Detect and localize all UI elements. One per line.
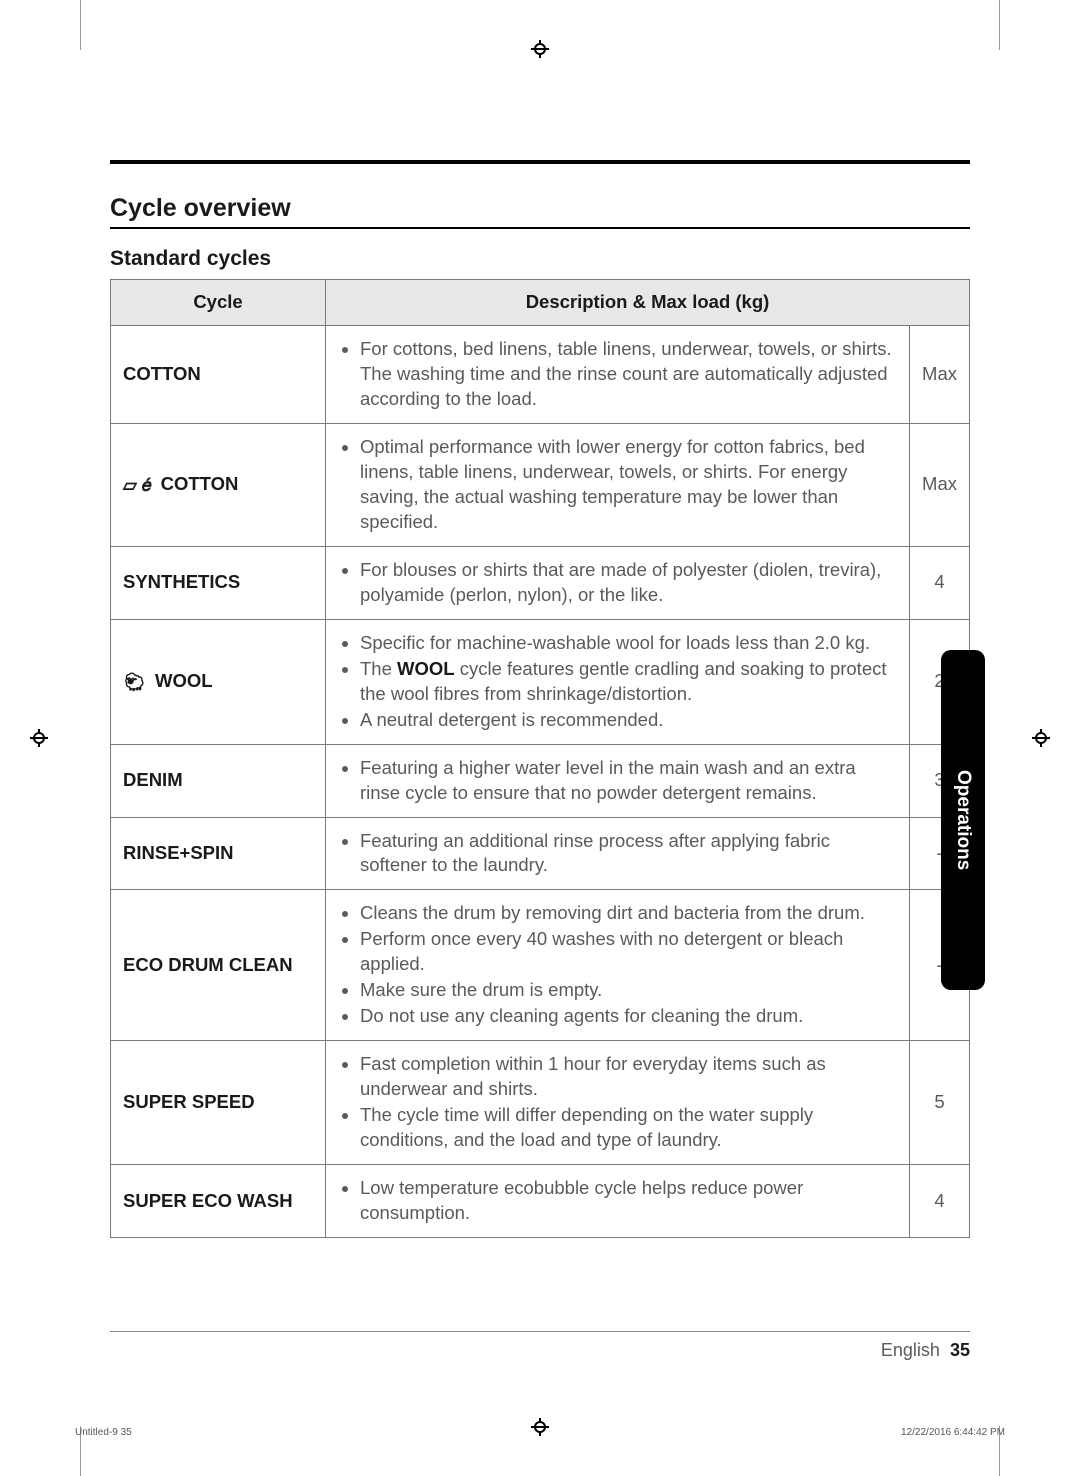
page-content: Cycle overview Standard cycles Cycle Des… [110, 160, 970, 1238]
table-row: SUPER ECO WASH Low temperature ecobubble … [111, 1165, 970, 1238]
cycle-name: 🐑︎ WOOL [111, 619, 326, 744]
cycle-max-load: 5 [910, 1041, 970, 1165]
description-bullet: Specific for machine-washable wool for l… [360, 631, 897, 656]
page-footer: English 35 [110, 1331, 970, 1361]
side-tab-operations: Operations [941, 650, 985, 990]
print-meta-right: 12/22/2016 6:44:42 PM [901, 1427, 1005, 1438]
description-bullet: Optimal performance with lower energy fo… [360, 435, 897, 535]
cycles-table: Cycle Description & Max load (kg) COTTON… [110, 279, 970, 1238]
description-bullet: Do not use any cleaning agents for clean… [360, 1004, 897, 1029]
cycle-description: For blouses or shirts that are made of p… [326, 546, 910, 619]
cycle-description: Low temperature ecobubble cycle helps re… [326, 1165, 910, 1238]
description-bullet: A neutral detergent is recommended. [360, 708, 897, 733]
section-title: Cycle overview [110, 194, 970, 229]
trim-mark [80, 0, 81, 50]
cycle-name: SYNTHETICS [111, 546, 326, 619]
description-bullet: Perform once every 40 washes with no det… [360, 927, 897, 977]
cycle-description: Specific for machine-washable wool for l… [326, 619, 910, 744]
table-row: SYNTHETICS For blouses or shirts that are… [111, 546, 970, 619]
table-row: ECO DRUM CLEAN Cleans the drum by removin… [111, 890, 970, 1041]
table-row: COTTON For cottons, bed linens, table lin… [111, 325, 970, 423]
description-bullet: The WOOL cycle features gentle cradling … [360, 657, 897, 707]
registration-mark-bottom [531, 1418, 549, 1436]
cycle-max-load: Max [910, 325, 970, 423]
footer-text: English 35 [110, 1340, 970, 1361]
subsection-title: Standard cycles [110, 247, 970, 271]
cycle-max-load: 4 [910, 1165, 970, 1238]
description-bullet: Fast completion within 1 hour for everyd… [360, 1052, 897, 1102]
table-row: SUPER SPEED Fast completion within 1 hour… [111, 1041, 970, 1165]
description-bullet: For blouses or shirts that are made of p… [360, 558, 897, 608]
description-bullet: Featuring a higher water level in the ma… [360, 756, 897, 806]
description-bullet: Cleans the drum by removing dirt and bac… [360, 901, 897, 926]
cycle-name: COTTON [111, 325, 326, 423]
cycle-description: Fast completion within 1 hour for everyd… [326, 1041, 910, 1165]
table-row: DENIM Featuring a higher water level in t… [111, 744, 970, 817]
registration-mark-top [531, 40, 549, 58]
cycle-name: ECO DRUM CLEAN [111, 890, 326, 1041]
col-description: Description & Max load (kg) [326, 280, 970, 326]
col-cycle: Cycle [111, 280, 326, 326]
footer-page-number: 35 [950, 1340, 970, 1360]
cycle-max-load: 4 [910, 546, 970, 619]
footer-language: English [881, 1340, 940, 1360]
cycle-description: Featuring an additional rinse process af… [326, 817, 910, 890]
cycle-description: Featuring a higher water level in the ma… [326, 744, 910, 817]
cycle-max-load: Max [910, 423, 970, 546]
table-row: ▱ 𝑒́ COTTON Optimal performance with lowe… [111, 423, 970, 546]
footer-rule [110, 1331, 970, 1332]
description-bullet: For cottons, bed linens, table linens, u… [360, 337, 897, 412]
cycle-name: RINSE+SPIN [111, 817, 326, 890]
cycle-name: ▱ 𝑒́ COTTON [111, 423, 326, 546]
top-rule [110, 160, 970, 164]
print-meta-left: Untitled-9 35 [75, 1427, 132, 1438]
registration-mark-right [1032, 729, 1050, 747]
cycle-name: DENIM [111, 744, 326, 817]
table-row: 🐑︎ WOOL Specific for machine-washable woo… [111, 619, 970, 744]
cycle-description: Optimal performance with lower energy fo… [326, 423, 910, 546]
description-bullet: Featuring an additional rinse process af… [360, 829, 897, 879]
description-bullet: Low temperature ecobubble cycle helps re… [360, 1176, 897, 1226]
description-bullet: The cycle time will differ depending on … [360, 1103, 897, 1153]
description-bullet: Make sure the drum is empty. [360, 978, 897, 1003]
cycle-description: For cottons, bed linens, table linens, u… [326, 325, 910, 423]
cycle-name: SUPER SPEED [111, 1041, 326, 1165]
registration-mark-left [30, 729, 48, 747]
cycle-name: SUPER ECO WASH [111, 1165, 326, 1238]
cycle-description: Cleans the drum by removing dirt and bac… [326, 890, 910, 1041]
trim-mark [999, 0, 1000, 50]
table-row: RINSE+SPIN Featuring an additional rinse … [111, 817, 970, 890]
